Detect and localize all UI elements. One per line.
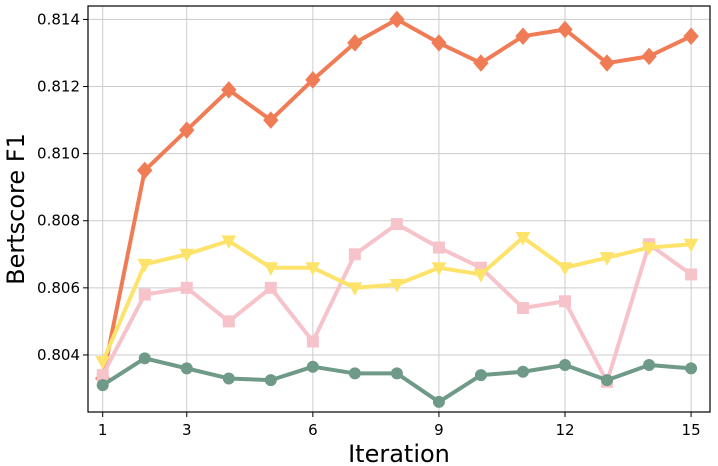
- data-point-triangle: [473, 268, 489, 283]
- data-point-circle: [264, 374, 277, 387]
- data-point-triangle: [305, 262, 321, 276]
- data-point-diamond: [263, 111, 279, 129]
- x-axis-ticks: 1 3 6 9 12 15: [98, 412, 701, 439]
- data-point-diamond: [305, 71, 321, 89]
- series-2: [95, 232, 699, 370]
- data-point-diamond: [389, 10, 405, 29]
- y-tick-label: 0.806: [37, 279, 80, 297]
- plot-frame: [87, 5, 711, 413]
- data-point-square: [180, 281, 193, 294]
- data-point-triangle: [683, 238, 699, 253]
- data-point-diamond: [431, 34, 447, 52]
- y-tick-label: 0.810: [37, 145, 80, 163]
- data-point-triangle: [347, 282, 363, 296]
- data-point-square: [306, 335, 319, 348]
- data-point-diamond: [641, 47, 657, 66]
- x-axis-title: Iteration: [348, 440, 450, 466]
- data-point-circle: [559, 359, 572, 372]
- data-point-circle: [138, 352, 151, 365]
- y-tick-label: 0.812: [37, 78, 80, 96]
- data-point-diamond: [473, 54, 489, 72]
- data-point-circle: [516, 365, 529, 378]
- data-point-square: [685, 268, 698, 281]
- data-point-circle: [348, 367, 361, 380]
- x-tick-label: 3: [182, 421, 192, 439]
- data-point-circle: [390, 367, 403, 380]
- data-point-square: [348, 248, 361, 261]
- data-point-triangle: [431, 262, 447, 276]
- data-point-square: [390, 218, 403, 231]
- data-point-square: [138, 288, 151, 301]
- data-point-triangle: [557, 262, 573, 276]
- data-point-square: [516, 301, 529, 314]
- y-tick-label: 0.814: [37, 10, 80, 28]
- data-point-triangle: [221, 235, 237, 249]
- data-point-diamond: [347, 34, 363, 52]
- data-point-triangle: [515, 232, 531, 246]
- series-0: [95, 10, 699, 388]
- y-axis-ticks: 0.804 0.806 0.808 0.810 0.812 0.814: [37, 10, 88, 364]
- x-tick-label: 9: [434, 421, 444, 439]
- data-point-diamond: [683, 27, 699, 45]
- y-axis-title: Bertscore F1: [2, 133, 30, 285]
- data-point-diamond: [221, 81, 237, 99]
- x-tick-label: 6: [308, 421, 318, 439]
- data-point-circle: [474, 369, 487, 382]
- series-line: [100, 222, 694, 384]
- data-point-square: [559, 295, 572, 308]
- data-point-triangle: [179, 248, 195, 263]
- data-point-circle: [96, 379, 109, 392]
- data-point-diamond: [599, 54, 615, 72]
- series-line: [100, 17, 694, 381]
- data-point-triangle: [263, 262, 279, 276]
- data-point-square: [264, 281, 277, 294]
- data-point-triangle: [599, 252, 615, 266]
- series-layer: [95, 10, 699, 408]
- y-tick-label: 0.808: [37, 212, 80, 230]
- data-point-circle: [180, 362, 193, 375]
- data-point-circle: [432, 395, 445, 408]
- x-tick-label: 15: [682, 421, 701, 439]
- data-point-diamond: [179, 121, 195, 139]
- x-tick-label: 1: [98, 421, 108, 439]
- data-point-square: [432, 241, 445, 254]
- data-point-square: [222, 315, 235, 328]
- data-point-triangle: [641, 242, 657, 256]
- data-point-circle: [306, 360, 319, 373]
- y-tick-label: 0.804: [37, 346, 80, 364]
- data-point-circle: [643, 359, 656, 372]
- data-point-triangle: [137, 258, 153, 273]
- data-point-circle: [685, 362, 698, 375]
- data-point-triangle: [95, 356, 111, 370]
- data-point-diamond: [515, 27, 531, 45]
- x-tick-label: 12: [555, 421, 574, 439]
- data-point-diamond: [137, 161, 153, 180]
- data-point-circle: [222, 372, 235, 385]
- series-3: [96, 352, 698, 408]
- data-point-diamond: [557, 20, 573, 39]
- data-point-square: [96, 369, 109, 382]
- data-point-triangle: [389, 278, 405, 293]
- data-point-circle: [601, 374, 614, 387]
